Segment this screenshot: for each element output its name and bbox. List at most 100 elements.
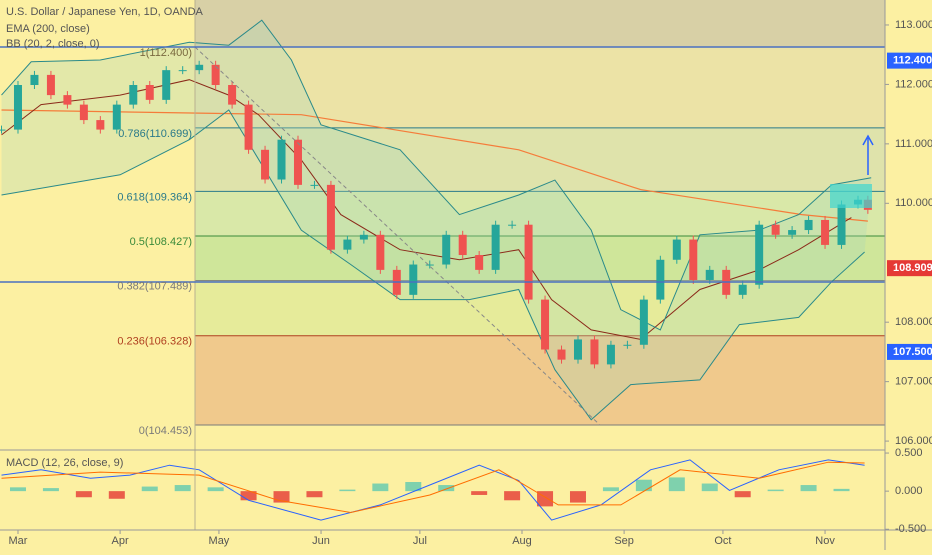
x-tick-label: Mar (9, 535, 28, 547)
macd-hist (141, 486, 158, 492)
fib-band (195, 191, 885, 236)
fib-label: 0(104.453) (139, 425, 192, 437)
macd-hist (602, 487, 619, 492)
arrow-head (862, 134, 874, 146)
fib-band (195, 280, 885, 336)
macd-hist (207, 487, 224, 492)
candle (606, 344, 615, 365)
x-tick-label: Nov (815, 535, 835, 547)
series-line (1, 109, 865, 421)
macd-hist (42, 488, 59, 492)
candle (277, 139, 286, 180)
symbol-title: U.S. Dollar / Japanese Yen, 1D, OANDA (6, 6, 204, 18)
candle (524, 224, 533, 300)
fib-band (195, 0, 885, 47)
candle (409, 264, 418, 295)
candle (672, 239, 681, 260)
x-tick-label: Oct (714, 535, 731, 547)
indicator-label: BB (20, 2, close, 0) (6, 38, 100, 50)
macd-hist (767, 489, 784, 492)
x-tick-label: Sep (614, 535, 634, 547)
fib-band (195, 47, 885, 128)
series-line (1, 19, 872, 331)
x-tick-label: May (209, 535, 230, 547)
price-tag (887, 52, 932, 69)
candle (458, 234, 467, 256)
y-tick-label: 108.000 (895, 316, 932, 328)
y-tick-label: 107.000 (895, 376, 932, 388)
candle (326, 184, 335, 250)
candle (13, 85, 22, 130)
y-tick-label: 111.000 (895, 138, 932, 150)
candle (656, 259, 665, 300)
macd-hist (240, 491, 257, 501)
candle (244, 104, 253, 150)
macd-hist (306, 491, 323, 498)
macd-hist (339, 489, 356, 492)
fib-label: 0.382(107.489) (117, 281, 192, 293)
candle (261, 149, 270, 180)
candle (0, 129, 6, 131)
macd-hist (701, 483, 718, 492)
candle (46, 74, 55, 96)
candle (541, 299, 550, 350)
macd-hist (734, 491, 751, 498)
macd-hist (372, 483, 389, 492)
candle (475, 255, 484, 270)
candle (689, 239, 698, 280)
macd-hist (668, 477, 685, 492)
series-line (1, 79, 852, 340)
candle (343, 239, 352, 250)
candle (705, 269, 714, 280)
x-tick-label: Jun (312, 535, 330, 547)
candle (590, 339, 599, 365)
candle (178, 70, 187, 72)
y-tick-label: -0.500 (895, 523, 926, 535)
x-tick-label: Jul (413, 535, 427, 547)
candle (837, 204, 846, 245)
y-tick-label: 106.000 (895, 435, 932, 447)
macd-hist (635, 479, 652, 492)
candle (211, 64, 220, 86)
x-tick-label: Apr (112, 535, 129, 547)
candle (30, 74, 39, 86)
candle (96, 120, 105, 130)
candle (623, 344, 632, 346)
fib-label: 1(112.400) (140, 47, 192, 59)
candle (508, 224, 517, 226)
macd-hist (9, 487, 26, 492)
candle (195, 64, 204, 71)
candle (491, 224, 500, 270)
fib-bands (195, 0, 885, 425)
candle (228, 85, 237, 105)
fib-label: 0.618(109.364) (117, 191, 192, 203)
macd-hist (800, 485, 817, 492)
macd-hist (75, 491, 92, 498)
candle (771, 224, 780, 235)
fib-label: 0.786(110.699) (118, 128, 192, 140)
y-tick-label: 0.000 (895, 485, 923, 497)
candle (63, 95, 72, 105)
price-tag-label: 112.400 (893, 55, 932, 67)
candle (293, 139, 302, 185)
fib-label: 0.236(106.328) (117, 336, 192, 348)
candle (359, 234, 368, 240)
y-tick-label: 110.000 (895, 197, 932, 209)
macd-hist (569, 491, 586, 503)
candle (738, 284, 747, 295)
macd-hist (504, 491, 521, 501)
candle (639, 299, 648, 345)
macd-hist (174, 485, 191, 492)
candle (755, 224, 764, 285)
candle (442, 234, 451, 265)
fib-band (195, 335, 885, 425)
macd-hist (273, 491, 290, 503)
candle (310, 184, 319, 186)
price-tag (887, 260, 932, 277)
candle (376, 234, 385, 270)
fib-label: 0.5(108.427) (130, 236, 192, 248)
fib-band (195, 236, 885, 281)
macd-title: MACD (12, 26, close, 9) (6, 457, 123, 469)
